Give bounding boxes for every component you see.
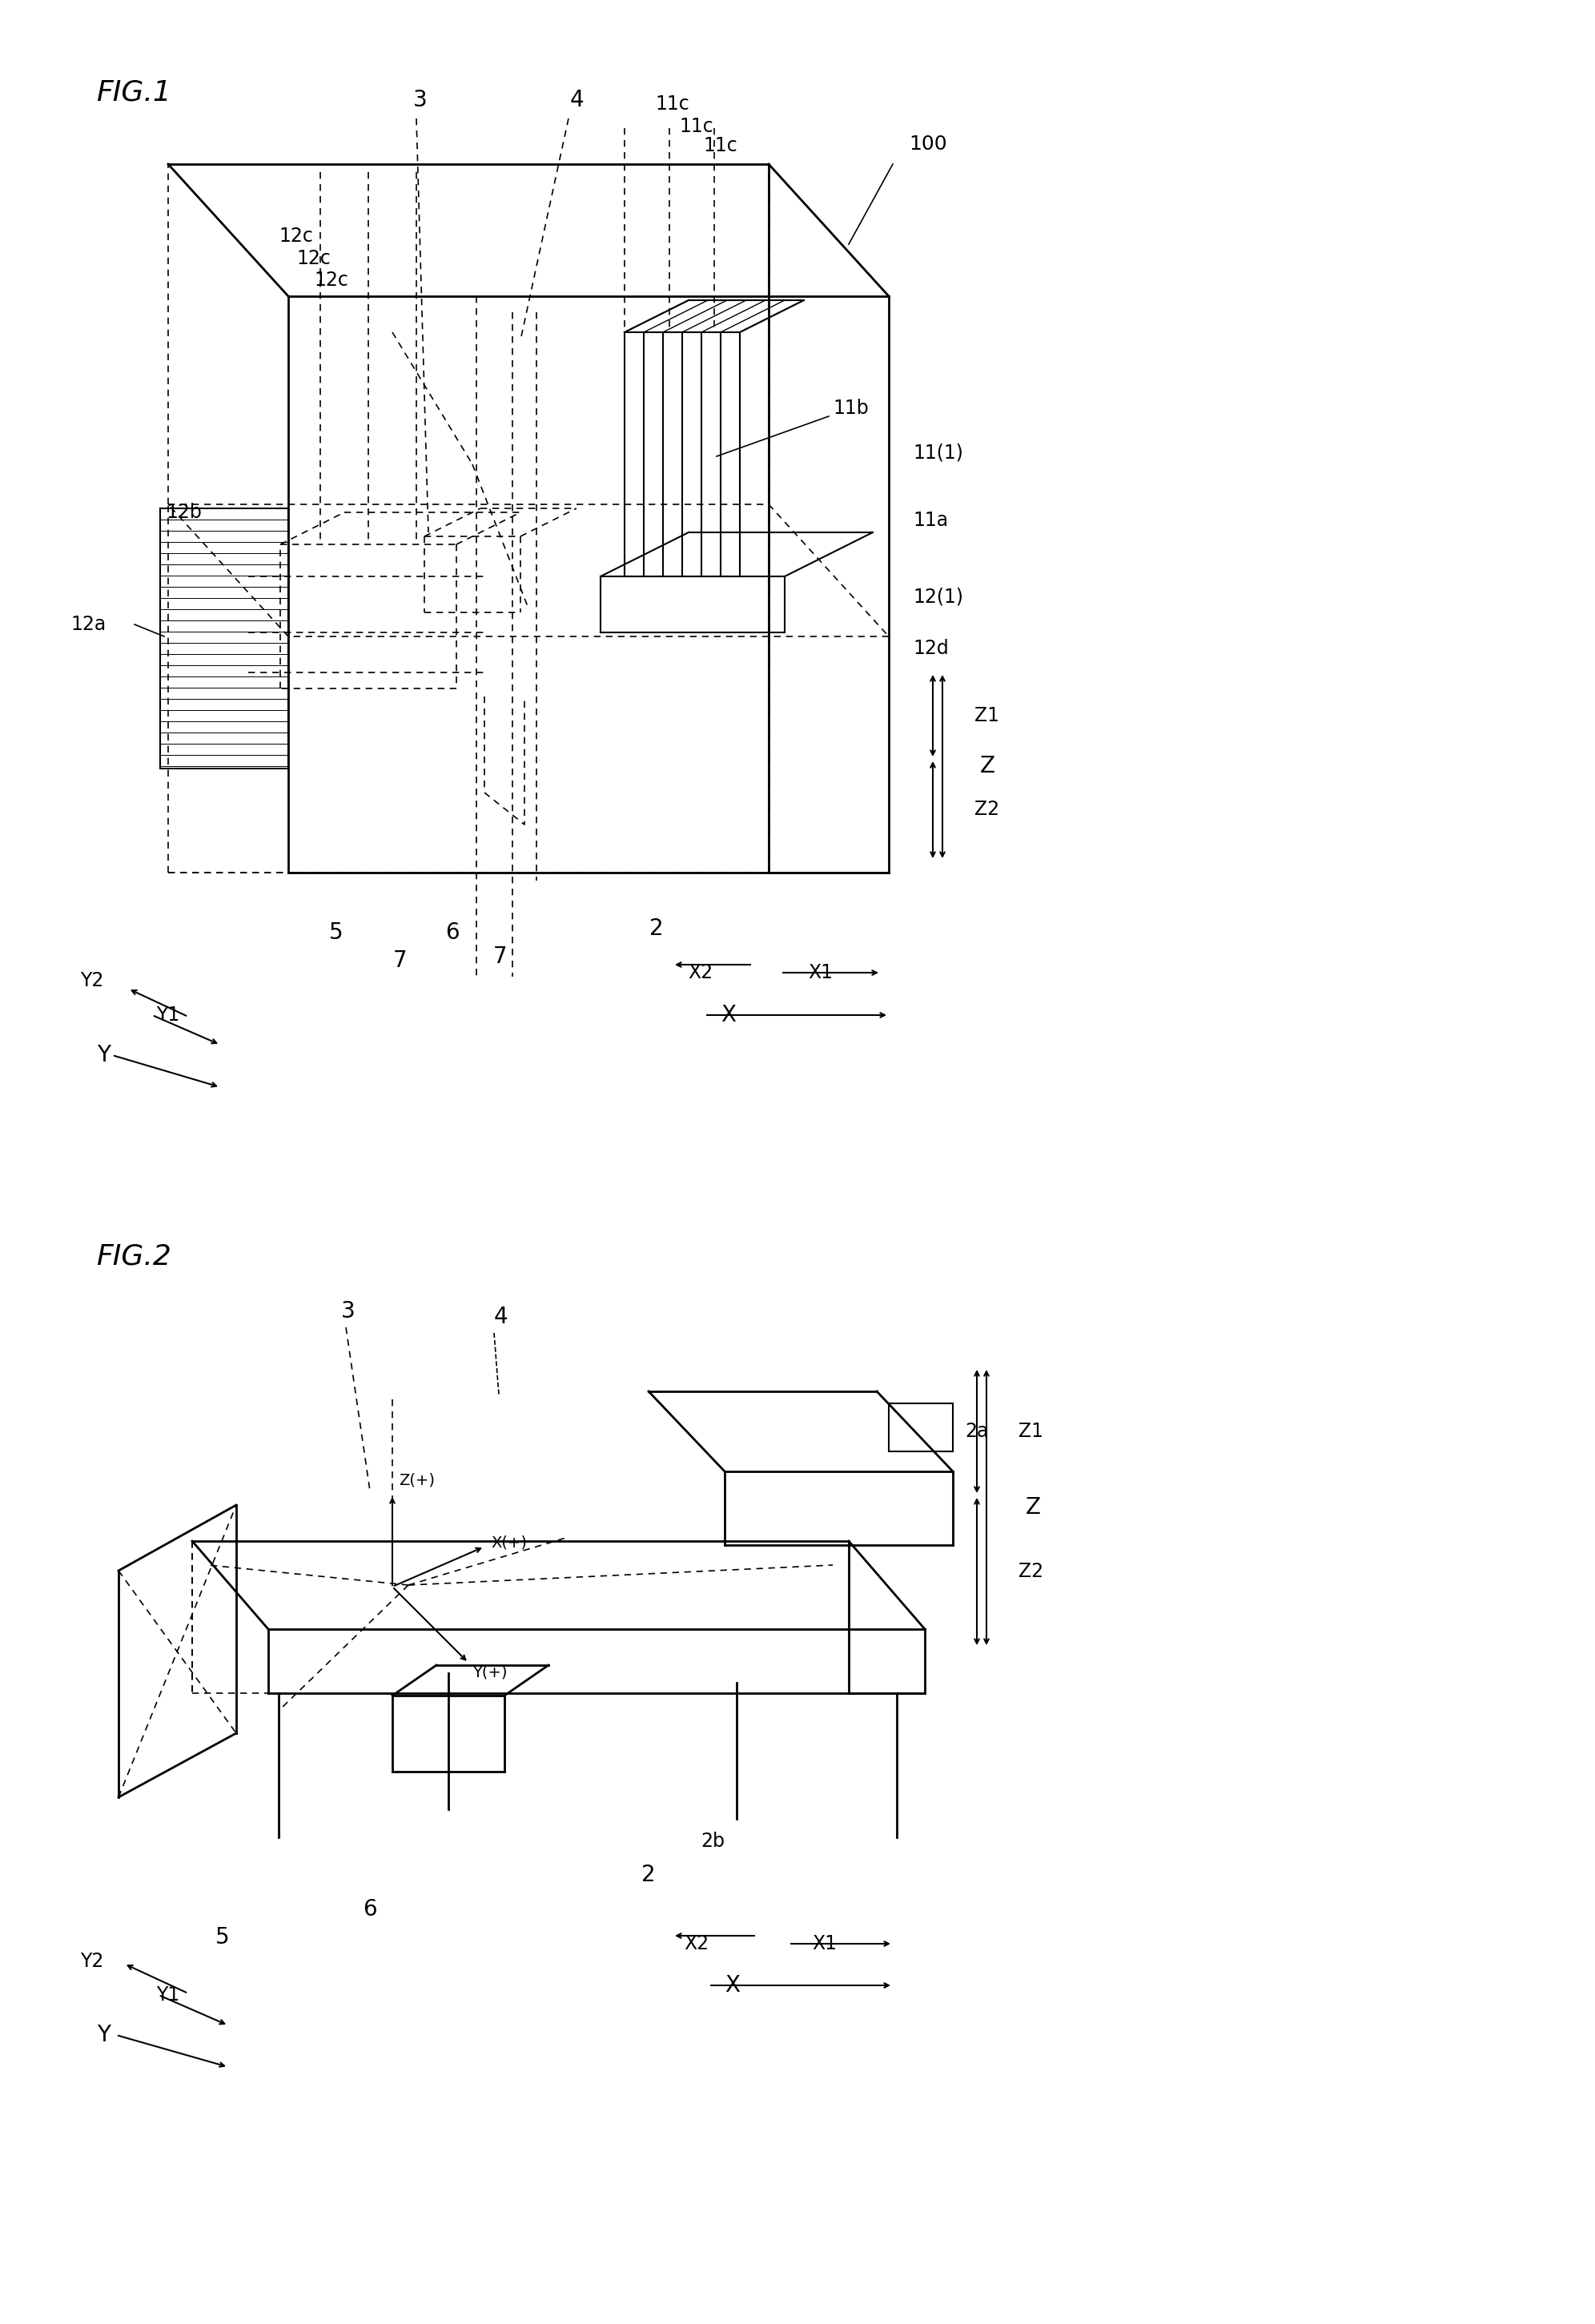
Text: 4: 4 xyxy=(493,1306,507,1327)
Text: X2: X2 xyxy=(687,962,713,983)
Text: 100: 100 xyxy=(909,135,947,153)
Text: Z2: Z2 xyxy=(975,799,1000,818)
Text: Y2: Y2 xyxy=(80,1952,104,1971)
Text: 5: 5 xyxy=(215,1927,230,1948)
Text: 12c: 12c xyxy=(314,270,348,290)
Text: 2: 2 xyxy=(649,918,664,939)
Text: Y(+): Y(+) xyxy=(472,1664,507,1680)
Text: Y1: Y1 xyxy=(156,1006,180,1025)
Text: Y2: Y2 xyxy=(80,971,104,990)
Text: 11c: 11c xyxy=(679,116,713,137)
Text: 11c: 11c xyxy=(703,137,738,156)
Text: X: X xyxy=(726,1973,740,1996)
Text: 11b: 11b xyxy=(833,400,869,418)
Text: 12a: 12a xyxy=(70,616,105,634)
Text: 12c: 12c xyxy=(279,225,313,246)
Text: FIG.2: FIG.2 xyxy=(96,1243,171,1271)
Text: Z: Z xyxy=(979,755,995,776)
Text: Z: Z xyxy=(1026,1497,1040,1518)
Text: X(+): X(+) xyxy=(491,1536,526,1550)
Text: 6: 6 xyxy=(364,1899,376,1920)
Text: X1: X1 xyxy=(812,1934,837,1954)
Text: Y: Y xyxy=(97,1043,112,1067)
Text: 2a: 2a xyxy=(965,1422,989,1441)
Text: X1: X1 xyxy=(809,962,833,983)
Text: 6: 6 xyxy=(445,920,459,944)
Text: 11c: 11c xyxy=(656,95,689,114)
Text: X2: X2 xyxy=(684,1934,710,1954)
Text: 2: 2 xyxy=(641,1864,656,1887)
Text: Z(+): Z(+) xyxy=(399,1473,435,1487)
Text: Y: Y xyxy=(97,2024,112,2045)
Text: Z1: Z1 xyxy=(1019,1422,1043,1441)
Text: FIG.1: FIG.1 xyxy=(96,79,171,105)
Text: 5: 5 xyxy=(329,920,343,944)
Text: Z1: Z1 xyxy=(975,706,1000,725)
Text: 4: 4 xyxy=(569,88,584,112)
Text: X: X xyxy=(721,1004,737,1027)
Text: 7: 7 xyxy=(394,951,407,971)
Text: 11a: 11a xyxy=(912,511,947,530)
Text: 7: 7 xyxy=(493,946,507,967)
Text: Z2: Z2 xyxy=(1019,1562,1043,1580)
Text: Y1: Y1 xyxy=(156,1985,180,2006)
Text: 12(1): 12(1) xyxy=(912,586,963,607)
Text: 12c: 12c xyxy=(297,249,330,267)
Text: 3: 3 xyxy=(341,1299,356,1322)
Text: 11(1): 11(1) xyxy=(912,442,963,462)
Text: 12d: 12d xyxy=(912,639,949,658)
Text: 12b: 12b xyxy=(166,502,201,523)
Text: 2b: 2b xyxy=(700,1831,724,1850)
Text: 3: 3 xyxy=(413,88,427,112)
